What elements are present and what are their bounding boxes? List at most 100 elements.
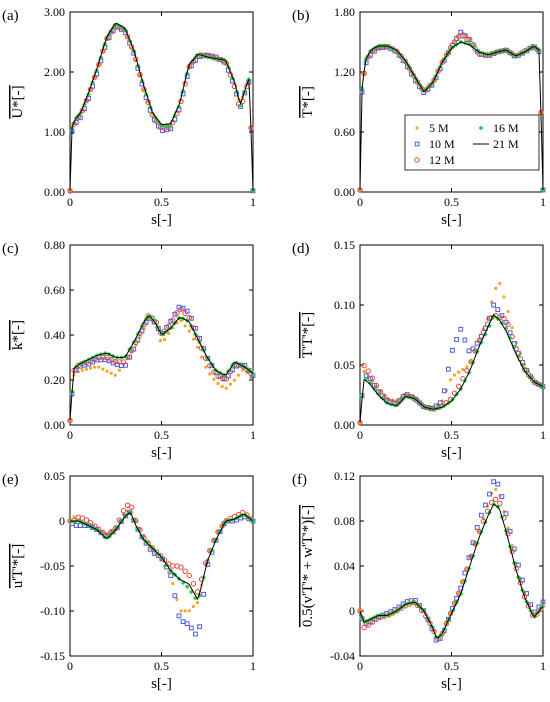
y-tick-label: 0.60 [334, 125, 355, 139]
data-point [97, 365, 101, 369]
y-axis-label: k*[-] [10, 320, 26, 350]
data-point [503, 326, 509, 331]
y-tick-label: -0.10 [40, 604, 65, 618]
data-point [224, 386, 228, 390]
y-tick-label: 2.00 [44, 65, 65, 79]
y-tick-label: 1.00 [44, 125, 65, 139]
data-point [120, 359, 127, 365]
y-tick-label: 1.80 [334, 5, 355, 19]
y-tick-label: 0.40 [44, 328, 65, 342]
data-point [491, 302, 497, 308]
y-tick-label: 3.00 [44, 5, 65, 19]
panel-a: 0 0.5 1 0.00 1.00 2.00 3.00 s[-] U*[-] (a) [2, 5, 256, 228]
data-point [474, 525, 480, 530]
y-tick-label: 0.08 [334, 514, 355, 528]
data-point [501, 315, 507, 322]
data-point [361, 624, 367, 631]
data-point [179, 319, 183, 323]
x-tick-label: 0.5 [154, 195, 169, 209]
series-line [359, 313, 544, 423]
data-point [460, 33, 466, 39]
data-point [465, 365, 469, 369]
data-point [499, 494, 505, 500]
y-tick-label: 0 [59, 514, 65, 528]
plot-frame [69, 11, 254, 193]
y-tick-label: -0.05 [40, 559, 65, 573]
series-16m [69, 313, 256, 394]
plot-frame [69, 475, 254, 657]
data-point [223, 60, 229, 66]
series-12m [67, 306, 254, 424]
data-point [93, 365, 97, 369]
y-axis-label: T*[-] [300, 86, 316, 118]
y-tick-label: 0.12 [334, 469, 355, 483]
data-point [238, 102, 244, 108]
y-tick-label: 0.15 [334, 238, 355, 252]
data-point [194, 589, 201, 595]
data-point [109, 371, 113, 375]
y-tick-label: 0.20 [44, 373, 65, 387]
data-point [457, 370, 461, 374]
data-point [454, 337, 460, 342]
data-point [164, 122, 170, 128]
x-tick-label: 0 [357, 195, 363, 209]
panel-c: 0 0.5 1 0.00 0.20 0.40 0.60 0.80 s[-] k*[-] (c) [2, 238, 256, 461]
x-tick-label: 0 [357, 428, 363, 442]
data-point [175, 598, 179, 602]
data-point [73, 523, 79, 528]
data-point [147, 104, 153, 110]
y-tick-label: 0.60 [44, 283, 65, 297]
x-tick-label: 0.5 [444, 659, 459, 673]
x-tick-label: 1 [540, 428, 546, 442]
data-point [201, 591, 207, 597]
series-21m [359, 41, 544, 191]
data-point [108, 357, 114, 363]
x-tick-label: 0.5 [444, 428, 459, 442]
panel-label: (d) [292, 241, 310, 257]
data-point [117, 368, 121, 372]
data-point [114, 22, 120, 28]
data-point [525, 603, 532, 609]
data-point [525, 372, 532, 378]
data-point [421, 88, 427, 93]
y-tick-label: -0.04 [330, 649, 355, 663]
data-point [521, 366, 528, 372]
data-point [195, 601, 200, 605]
series-16m [69, 22, 256, 194]
data-point [540, 599, 546, 605]
legend-label: 10 M [429, 137, 455, 151]
data-point [497, 500, 503, 507]
series-12m [67, 23, 254, 194]
y-tick-label: 1.20 [334, 65, 355, 79]
series-21m [70, 511, 254, 601]
data-point [506, 309, 510, 314]
y-tick-label: 0.00 [334, 418, 355, 432]
data-point [184, 621, 190, 627]
series-10m [359, 479, 546, 643]
legend-swatch [478, 125, 484, 131]
x-tick-label: 0 [357, 659, 363, 673]
data-point [491, 479, 497, 485]
data-point [182, 568, 188, 574]
data-point [371, 386, 377, 392]
data-point [461, 367, 465, 372]
panel-d: 0 0.5 1 0.00 0.05 0.10 0.15 s[-] T'T'*[-] (d) [292, 238, 546, 461]
x-axis-label: s[-] [441, 445, 462, 461]
data-point [191, 337, 195, 341]
legend-label: 12 M [429, 153, 455, 167]
data-point [495, 307, 501, 312]
legend-entry: 21 M [473, 137, 519, 151]
data-point [208, 372, 212, 376]
data-point [216, 381, 220, 386]
data-point [506, 526, 510, 530]
data-point [190, 580, 197, 587]
legend-swatch [414, 141, 420, 147]
data-point [511, 345, 517, 350]
data-point [435, 68, 441, 74]
series-line [69, 315, 254, 421]
data-point [80, 368, 84, 372]
x-tick-label: 0 [67, 659, 73, 673]
data-point [458, 326, 464, 332]
y-tick-label: 0.00 [334, 185, 355, 199]
